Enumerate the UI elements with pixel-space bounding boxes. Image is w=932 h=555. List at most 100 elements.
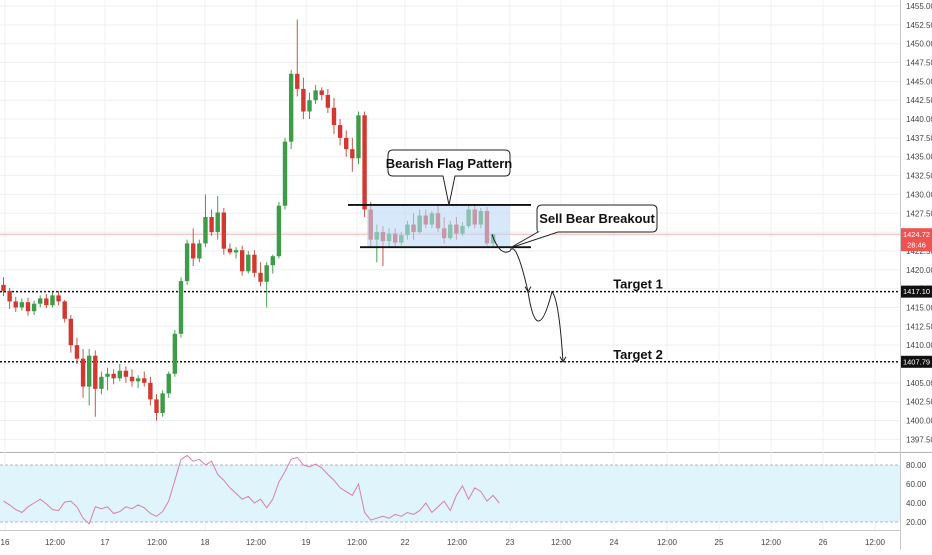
current-price-tag-text: 1424.72: [903, 230, 930, 239]
bearish-flag-label: Bearish Flag Pattern: [386, 156, 512, 171]
bearish-flag-callout: Bearish Flag Pattern: [386, 149, 512, 206]
candle-body: [313, 90, 318, 101]
candle-body: [1, 284, 6, 291]
x-tick-label: 12:00: [246, 538, 267, 547]
y-tick-label: 1445.00: [906, 77, 932, 86]
time-axis: 16 12:00 17 12:00 18 12:00 19 12:00 22 12:00 23 12:…: [1, 538, 886, 547]
rsi-tick-label: 60.00: [906, 480, 927, 489]
candle-body: [203, 217, 208, 244]
y-tick-label: 1437.50: [906, 134, 932, 143]
rsi-tick-label: 80.00: [906, 461, 927, 470]
x-tick-label: 22: [401, 538, 410, 547]
x-tick-label: 23: [506, 538, 515, 547]
y-tick-label: 1410.00: [906, 341, 932, 350]
candle-body: [172, 333, 178, 374]
x-tick-label: 25: [715, 538, 724, 547]
sell-breakout-callout: Sell Bear Breakout: [509, 204, 658, 249]
y-tick-label: 1427.50: [906, 209, 932, 218]
candle-body: [99, 376, 104, 389]
x-tick-label: 12:00: [147, 538, 168, 547]
y-tick-label: 1405.00: [906, 379, 932, 388]
candle-body: [319, 90, 324, 95]
candle-body: [362, 115, 367, 210]
rsi-tick-label: 20.00: [906, 518, 927, 527]
candle-body: [264, 265, 269, 282]
x-tick-label: 17: [101, 538, 110, 547]
candle-body: [288, 73, 294, 142]
candle-body: [25, 302, 31, 312]
y-tick-label: 1440.00: [906, 115, 932, 124]
target-level-label: Target 1: [613, 277, 663, 292]
candle-body: [129, 376, 135, 382]
y-tick-label: 1452.50: [906, 21, 932, 30]
x-tick-label: 12:00: [447, 538, 468, 547]
candle-body: [160, 393, 165, 413]
candle-body: [135, 378, 141, 382]
target-price-tag-text: 1417.10: [903, 287, 930, 296]
candle-body: [356, 115, 361, 159]
projection-path: [491, 234, 564, 362]
candle-body: [221, 212, 227, 249]
candle-body: [209, 217, 214, 233]
y-tick-label: 1400.00: [906, 417, 932, 426]
annotations: Bearish Flag Pattern Sell Bear Breakout: [386, 149, 658, 249]
target-price-tag-text: 1407.79: [903, 357, 930, 366]
target-price-tag: [901, 355, 932, 368]
candle-body: [331, 107, 337, 126]
rsi-tick-label: 40.00: [906, 499, 927, 508]
price-tags: 1417.10 1407.79 1424.72 28:46: [901, 228, 932, 368]
rsi-line: [3, 454, 500, 525]
candle-body: [154, 399, 159, 413]
sell-breakout-label: Sell Bear Breakout: [539, 211, 655, 226]
x-tick-label: 12:00: [761, 538, 782, 547]
candle-body: [142, 378, 147, 383]
x-tick-label: 12:00: [551, 538, 572, 547]
y-tick-label: 1430.00: [906, 190, 932, 199]
rsi-panel: [0, 454, 900, 525]
candle-body: [31, 303, 37, 312]
rsi-band: [0, 465, 900, 522]
x-tick-label: 12:00: [347, 538, 368, 547]
candle-body: [56, 295, 61, 302]
x-tick-label: 19: [302, 538, 311, 547]
candle-body: [191, 243, 196, 259]
candle-body: [276, 205, 282, 257]
candle-body: [344, 137, 349, 150]
candle-body: [68, 318, 74, 346]
candle-body: [123, 370, 129, 377]
candle-body: [301, 88, 306, 112]
countdown-text: 28:46: [907, 241, 926, 250]
candle-body: [74, 345, 80, 359]
y-tick-label: 1442.50: [906, 96, 932, 105]
x-tick-label: 12:00: [45, 538, 66, 547]
x-tick-label: 16: [1, 538, 10, 547]
candle-body: [233, 250, 239, 253]
candle-body: [19, 302, 25, 308]
y-tick-label: 1422.50: [906, 247, 932, 256]
y-tick-label: 1412.50: [906, 322, 932, 331]
x-tick-label: 18: [201, 538, 210, 547]
candle-body: [93, 355, 98, 389]
x-tick-label: 26: [819, 538, 828, 547]
candle-body: [148, 382, 153, 400]
candle-body: [295, 73, 300, 89]
price-axis: 1397.501400.001402.501405.001407.501410.…: [906, 2, 932, 527]
candle-body: [50, 295, 55, 306]
candle-body: [197, 243, 202, 259]
candle-body: [252, 254, 257, 273]
candle-body: [307, 100, 312, 112]
candle-body: [325, 94, 331, 108]
candle-body: [111, 373, 116, 379]
y-tick-label: 1432.50: [906, 172, 932, 181]
target-price-tag: [901, 285, 932, 298]
target-levels: Target 1 Target 2: [0, 233, 900, 363]
candle-body: [80, 358, 86, 387]
candle-body: [86, 355, 92, 387]
flag-pattern-drawing: [348, 204, 567, 363]
candle-body: [184, 243, 190, 282]
candle-body: [62, 301, 67, 319]
candle-body: [337, 125, 343, 138]
x-tick-label: 12:00: [865, 538, 886, 547]
